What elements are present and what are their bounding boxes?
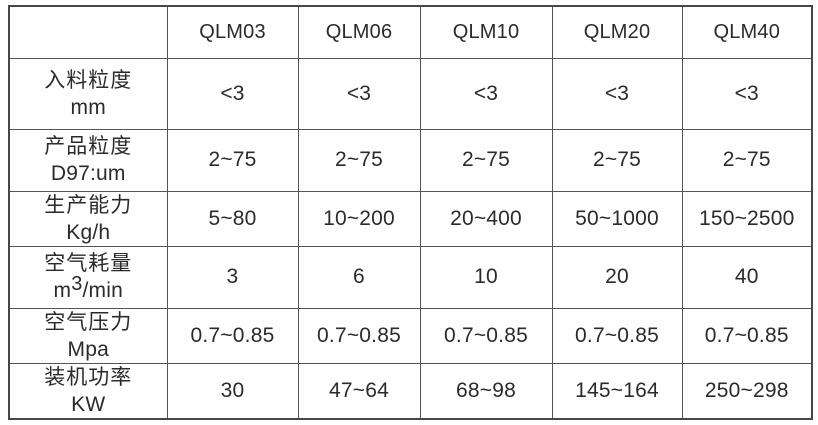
table-row-air-consumption: 空气耗量 m3/min 3 6 10 20 40 — [8, 245, 813, 309]
value-cell: 2~75 — [166, 128, 299, 192]
value-cell: <3 — [166, 57, 299, 130]
row-label-capacity: 生产能力 Kg/h — [8, 190, 168, 247]
table-row-capacity: 生产能力 Kg/h 5~80 10~200 20~400 50~1000 150… — [8, 190, 813, 247]
value-cell: 2~75 — [551, 128, 683, 192]
value-cell: 145~164 — [551, 362, 683, 420]
row-label-cn: 入料粒度 — [44, 68, 133, 92]
spec-table: QLM03 QLM06 QLM10 QLM20 QLM40 入料粒度 mm <3… — [8, 5, 813, 420]
value-cell: 0.7~0.85 — [166, 307, 299, 364]
table-row-product-size: 产品粒度 D97:um 2~75 2~75 2~75 2~75 2~75 — [8, 128, 813, 192]
row-label-air-pressure: 空气压力 Mpa — [8, 307, 168, 364]
header-cell-qlm40: QLM40 — [681, 5, 813, 59]
value-cell: 5~80 — [166, 190, 299, 247]
value-cell: 3 — [166, 245, 299, 309]
value-cell: 250~298 — [681, 362, 813, 420]
value-cell: 6 — [297, 245, 421, 309]
header-cell-qlm10: QLM10 — [419, 5, 553, 59]
row-label-unit: m3/min — [53, 273, 123, 302]
header-cell-qlm06: QLM06 — [297, 5, 421, 59]
row-label-installed-power: 装机功率 KW — [8, 362, 168, 420]
row-label-unit: KW — [71, 392, 106, 416]
value-cell: <3 — [419, 57, 553, 130]
row-label-cn: 空气压力 — [44, 310, 133, 334]
header-cell-qlm03: QLM03 — [166, 5, 299, 59]
header-cell-empty — [8, 5, 168, 59]
row-label-unit: Kg/h — [66, 220, 111, 244]
value-cell: 20 — [551, 245, 683, 309]
header-cell-qlm20: QLM20 — [551, 5, 683, 59]
row-label-feed-size: 入料粒度 mm — [8, 57, 168, 130]
value-cell: 50~1000 — [551, 190, 683, 247]
value-cell: 2~75 — [297, 128, 421, 192]
value-cell: 0.7~0.85 — [551, 307, 683, 364]
row-label-air-consumption: 空气耗量 m3/min — [8, 245, 168, 309]
row-label-cn: 空气耗量 — [44, 252, 133, 275]
value-cell: 47~64 — [297, 362, 421, 420]
value-cell: <3 — [297, 57, 421, 130]
value-cell: 40 — [681, 245, 813, 309]
value-cell: 30 — [166, 362, 299, 420]
value-cell: 10 — [419, 245, 553, 309]
value-cell: 0.7~0.85 — [297, 307, 421, 364]
table-row-installed-power: 装机功率 KW 30 47~64 68~98 145~164 250~298 — [8, 362, 813, 420]
value-cell: 2~75 — [681, 128, 813, 192]
value-cell: <3 — [551, 57, 683, 130]
value-cell: 2~75 — [419, 128, 553, 192]
value-cell: 10~200 — [297, 190, 421, 247]
value-cell: 68~98 — [419, 362, 553, 420]
row-label-cn: 装机功率 — [44, 365, 133, 389]
value-cell: 150~2500 — [681, 190, 813, 247]
row-label-cn: 生产能力 — [44, 193, 133, 217]
header-row: QLM03 QLM06 QLM10 QLM20 QLM40 — [8, 5, 813, 59]
value-cell: <3 — [681, 57, 813, 130]
row-label-product-size: 产品粒度 D97:um — [8, 128, 168, 192]
row-label-unit: Mpa — [67, 337, 109, 361]
value-cell: 0.7~0.85 — [681, 307, 813, 364]
row-label-unit: mm — [70, 95, 106, 119]
table-row-feed-size: 入料粒度 mm <3 <3 <3 <3 <3 — [8, 57, 813, 130]
value-cell: 0.7~0.85 — [419, 307, 553, 364]
table-row-air-pressure: 空气压力 Mpa 0.7~0.85 0.7~0.85 0.7~0.85 0.7~… — [8, 307, 813, 364]
value-cell: 20~400 — [419, 190, 553, 247]
row-label-unit: D97:um — [50, 162, 126, 185]
row-label-cn: 产品粒度 — [44, 135, 133, 158]
